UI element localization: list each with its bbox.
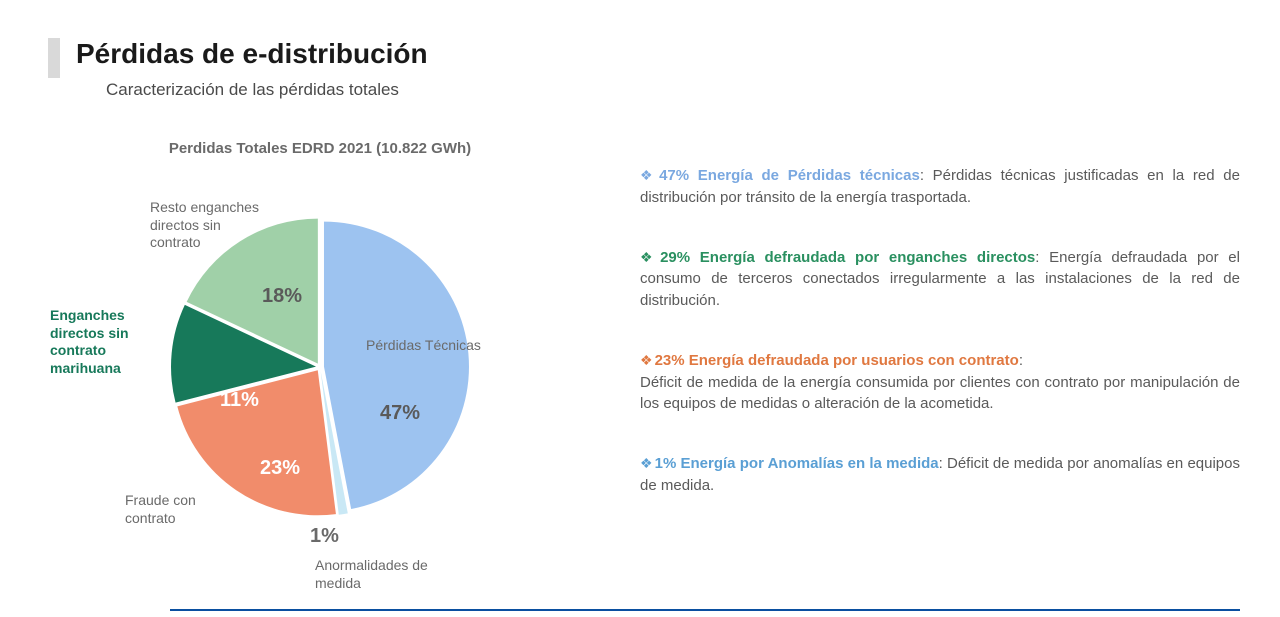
desc-lead: 1% Energía por Anomalías en la medida bbox=[655, 455, 939, 472]
desc-item-1: ❖29% Energía defraudada por enganches di… bbox=[640, 247, 1240, 312]
chart-title: Perdidas Totales EDRD 2021 (10.822 GWh) bbox=[50, 140, 590, 157]
desc-lead: 23% Energía defraudada por usuarios con … bbox=[655, 352, 1019, 369]
pie-inner-label-tecnicas: Pérdidas Técnicas bbox=[366, 337, 481, 355]
pie-slice-tecnicas bbox=[324, 222, 469, 509]
pie-wrap: Pérdidas Técnicas47%Anormalidades de med… bbox=[50, 167, 590, 587]
header-accent-bar bbox=[48, 38, 60, 78]
pie-pct-tecnicas: 47% bbox=[380, 402, 420, 425]
pie-outer-label-marihuana: Enganches directos sin contrato marihuan… bbox=[50, 307, 129, 377]
page-subtitle: Caracterización de las pérdidas totales bbox=[106, 80, 399, 100]
desc-item-0: ❖47% Energía de Pérdidas técnicas: Pérdi… bbox=[640, 165, 1240, 209]
pie-svg bbox=[170, 217, 470, 517]
pie-pct-fraude: 23% bbox=[260, 457, 300, 480]
bullet-icon: ❖ bbox=[640, 352, 653, 368]
desc-item-2: ❖23% Energía defraudada por usuarios con… bbox=[640, 350, 1240, 415]
page-title: Pérdidas de e-distribución bbox=[76, 38, 428, 70]
desc-lead: 29% Energía defraudada por enganches dir… bbox=[660, 249, 1035, 266]
descriptions-list: ❖47% Energía de Pérdidas técnicas: Pérdi… bbox=[640, 165, 1240, 497]
pie-pct-resto: 18% bbox=[262, 285, 302, 308]
bullet-icon: ❖ bbox=[640, 249, 658, 265]
desc-item-3: ❖1% Energía por Anomalías en la medida: … bbox=[640, 453, 1240, 497]
bullet-icon: ❖ bbox=[640, 167, 657, 183]
pie-chart-area: Perdidas Totales EDRD 2021 (10.822 GWh) … bbox=[50, 140, 590, 610]
bottom-rule bbox=[170, 609, 1240, 611]
desc-lead: 47% Energía de Pérdidas técnicas bbox=[659, 167, 920, 184]
pie-outer-label-resto: Resto enganches directos sin contrato bbox=[150, 199, 259, 252]
bullet-icon: ❖ bbox=[640, 455, 653, 471]
pie-outer-label-anomalias: Anormalidades de medida bbox=[315, 557, 428, 592]
pie-outer-label-fraude: Fraude con contrato bbox=[125, 492, 196, 527]
pie-pct-anomalias: 1% bbox=[310, 525, 339, 548]
pie-pct-marihuana: 11% bbox=[220, 389, 259, 412]
